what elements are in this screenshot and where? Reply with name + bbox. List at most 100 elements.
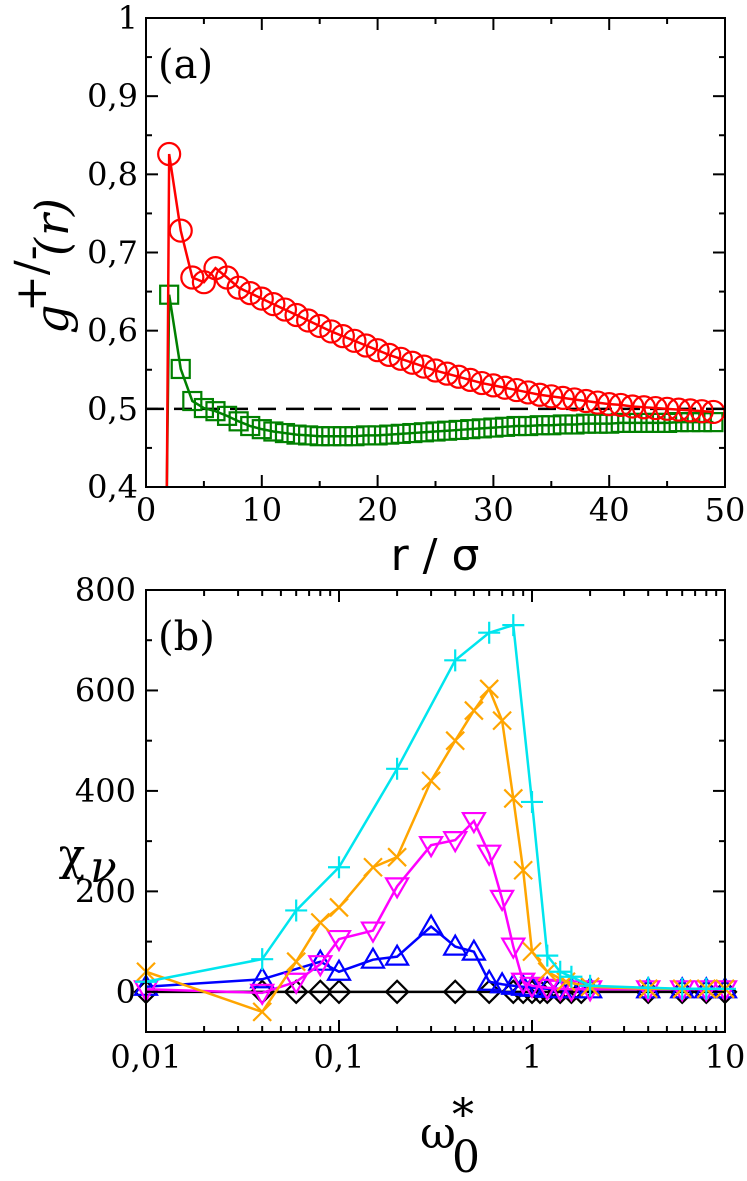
svg-text:+/-: +/- — [6, 245, 57, 312]
xlabel-omega: ω — [420, 1108, 456, 1159]
point-orange-x — [387, 847, 407, 867]
point-g+- — [319, 319, 344, 344]
point-g+- — [168, 218, 193, 243]
point-cyan-plus — [521, 790, 543, 813]
point-orange-x — [252, 1002, 272, 1022]
point-cyan-plus — [386, 757, 409, 780]
point-orange-x — [522, 941, 542, 962]
point-g+- — [377, 342, 402, 367]
point-g+- — [411, 354, 437, 379]
y-tick-label: 0,4 — [87, 468, 138, 506]
point-orange-x — [363, 857, 383, 878]
point-g+- — [365, 338, 390, 363]
point-cyan-plus — [579, 974, 602, 997]
point-black-diamond — [307, 979, 333, 1005]
point-g+- — [527, 382, 552, 407]
point-cyan-plus — [695, 977, 718, 1000]
point-g++ — [587, 413, 608, 434]
panel-a-label: (a) — [158, 42, 213, 88]
y-tick-label: 200 — [75, 872, 136, 910]
point-orange-x — [329, 897, 349, 918]
line-magenta-tri-down — [145, 818, 725, 995]
y-tick-label: 800 — [75, 571, 136, 609]
point-magenta-tri-down — [384, 877, 411, 900]
point-g+- — [400, 350, 425, 375]
point-black-diamond — [326, 979, 352, 1005]
point-g+- — [678, 398, 703, 423]
point-magenta-tri-down — [360, 921, 386, 944]
point-black-diamond — [476, 979, 502, 1005]
point-black-diamond — [442, 979, 468, 1005]
point-cyan-plus — [251, 948, 274, 971]
point-orange-x — [310, 912, 331, 933]
point-g++ — [228, 411, 249, 432]
point-blue-tri-up — [326, 958, 352, 981]
y-tick-label: 0,5 — [87, 390, 138, 428]
point-cyan-plus — [637, 976, 660, 999]
point-g++ — [321, 426, 342, 447]
series-magenta-tri-down — [133, 811, 738, 1007]
point-magenta-tri-down — [500, 937, 527, 960]
point-g++ — [575, 413, 597, 434]
point-magenta-tri-down — [326, 929, 352, 953]
x-tick-label: 10 — [241, 491, 282, 529]
point-g+- — [654, 396, 680, 421]
point-g+- — [446, 364, 471, 389]
point-blue-tri-up — [384, 943, 411, 966]
point-cyan-plus — [328, 856, 350, 879]
ylabel-sup-minus: - — [6, 245, 57, 260]
panel-b-ylabel: χ ν — [59, 830, 117, 893]
point-g+- — [643, 395, 668, 421]
point-g++ — [494, 416, 516, 437]
y-tick-label: 0,7 — [87, 234, 138, 272]
point-blue-tri-up — [442, 933, 469, 956]
point-g+- — [353, 333, 379, 358]
panel-a-xlabel: r / σ — [391, 530, 480, 581]
xlabel-sub: 0 — [452, 1132, 480, 1181]
point-g++ — [240, 415, 261, 437]
ylabel-chi: χ — [59, 830, 86, 881]
line-blue-tri-up — [145, 924, 725, 991]
y-tick-label: 400 — [75, 772, 136, 810]
point-magenta-tri-down — [249, 983, 276, 1007]
point-g++ — [379, 424, 400, 445]
ylabel-open: ( — [25, 237, 79, 256]
panel-b-frame — [145, 589, 726, 1033]
point-blue-tri-up — [360, 946, 386, 969]
panel-b-series — [133, 614, 738, 1022]
point-g++ — [471, 418, 492, 439]
point-g+- — [261, 291, 286, 317]
point-g++ — [448, 419, 469, 441]
point-g+- — [689, 399, 714, 424]
point-g++ — [402, 422, 423, 444]
point-g+- — [423, 358, 448, 383]
point-g+- — [249, 286, 274, 311]
point-g++ — [263, 421, 284, 442]
point-g+- — [284, 302, 309, 328]
point-g++ — [460, 419, 481, 440]
ylabel-g: g — [25, 305, 79, 334]
line-g++ — [165, 294, 714, 488]
point-magenta-tri-down — [510, 972, 537, 995]
point-g+- — [585, 390, 610, 415]
point-g++ — [506, 415, 527, 437]
point-magenta-tri-down — [519, 976, 545, 999]
point-g+- — [562, 387, 587, 412]
point-g+- — [272, 297, 298, 322]
panel-b-label: (b) — [158, 614, 215, 660]
point-g++ — [436, 420, 458, 441]
point-g+- — [666, 397, 691, 422]
point-g++ — [170, 358, 191, 380]
point-magenta-tri-down — [534, 978, 561, 1001]
y-tick-label: 1 — [118, 0, 138, 37]
point-cyan-plus — [560, 965, 583, 988]
point-g+- — [481, 373, 506, 398]
point-orange-x — [503, 788, 524, 809]
point-g++ — [332, 426, 353, 447]
panel-a-series — [146, 141, 726, 488]
point-g++ — [610, 412, 631, 434]
x-tick-label: 0,01 — [110, 1038, 181, 1076]
point-g+- — [296, 308, 321, 333]
x-tick-label: 1 — [522, 1038, 542, 1076]
